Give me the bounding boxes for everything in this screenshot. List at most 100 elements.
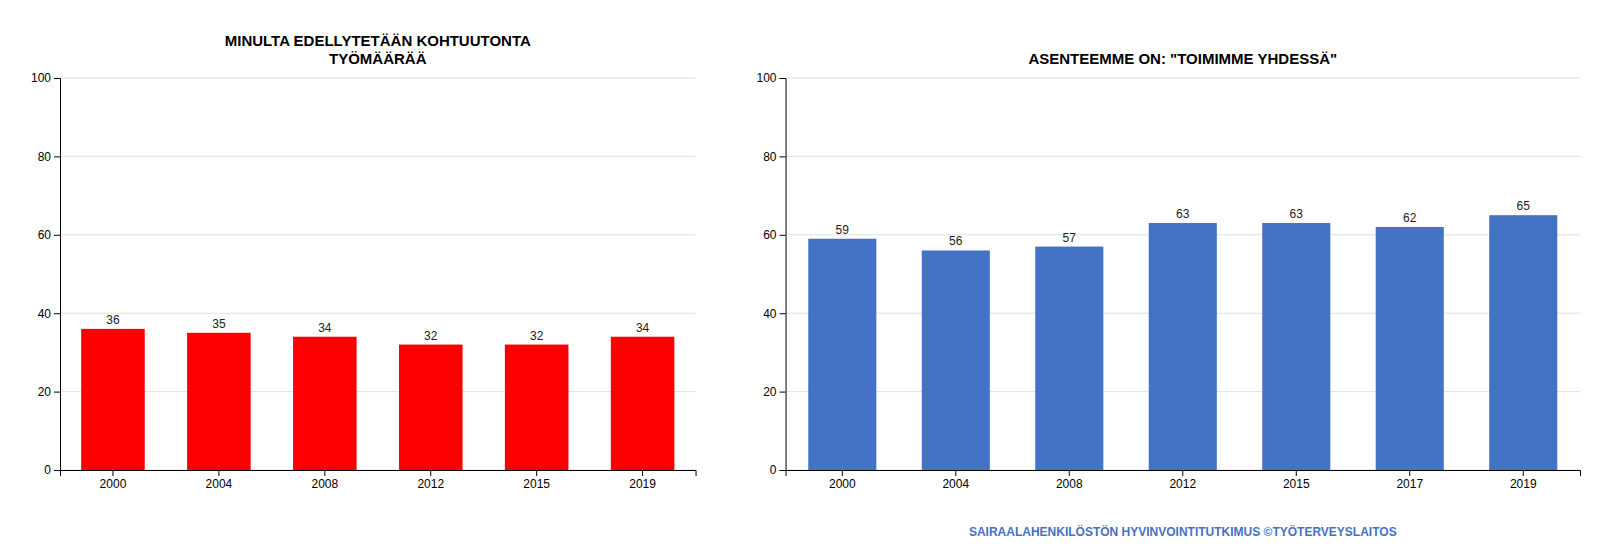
- x-tick: 2015: [1283, 470, 1310, 491]
- y-tick-mark: [54, 470, 60, 471]
- x-tick-mark: [536, 470, 537, 476]
- x-tick: 2000: [100, 470, 127, 491]
- y-axis: 020406080100: [31, 71, 61, 477]
- x-tick: 2008: [1056, 470, 1083, 491]
- y-tick: 100: [31, 71, 60, 85]
- x-tick: 2012: [417, 470, 444, 491]
- data-label: 35: [212, 317, 226, 331]
- grid-line: [60, 391, 696, 392]
- x-tick-label: 2015: [1283, 477, 1310, 491]
- y-tick-label: 40: [38, 307, 52, 321]
- bar: [1262, 223, 1330, 470]
- y-tick-label: 20: [763, 385, 777, 399]
- bar: [293, 337, 357, 470]
- y-tick-label: 0: [770, 463, 777, 477]
- data-label: 34: [318, 321, 332, 335]
- chart: 0 20 40 60 80 100 2000 2004 2008 2012 2015 2017 2019…: [757, 50, 1581, 491]
- chart-title-line: ASENTEEMME ON: "TOIMIMME YHDESSÄ": [1028, 50, 1337, 67]
- chart-title-line: MINULTA EDELLYTETÄÄN KOHTUUTONTA: [225, 32, 531, 49]
- data-labels: 59565763636265: [836, 199, 1531, 248]
- y-tick-mark: [54, 78, 60, 79]
- x-axis-line: [61, 471, 697, 477]
- data-label: 57: [1063, 231, 1077, 245]
- y-tick-mark: [54, 313, 60, 314]
- x-tick-label: 2019: [1510, 477, 1537, 491]
- data-label: 34: [636, 321, 650, 335]
- x-axis: 2000 2004 2008 2012 2015 2019: [61, 470, 697, 491]
- data-label: 32: [530, 329, 544, 343]
- x-tick-label: 2017: [1396, 477, 1423, 491]
- y-tick-mark: [780, 470, 786, 471]
- y-tick-mark: [780, 156, 786, 157]
- x-tick-mark: [1409, 470, 1410, 476]
- y-tick-mark: [780, 235, 786, 236]
- x-tick-label: 2012: [1169, 477, 1196, 491]
- grid-line: [60, 156, 696, 157]
- y-tick-label: 100: [757, 71, 777, 85]
- x-tick-mark: [642, 470, 643, 476]
- y-tick: 80: [763, 150, 785, 164]
- x-tick: 2019: [629, 470, 656, 491]
- x-tick: 2015: [523, 470, 550, 491]
- grid-line: [60, 234, 696, 235]
- y-axis-line: [54, 79, 61, 471]
- x-tick-label: 2004: [942, 477, 969, 491]
- grid: [60, 78, 696, 470]
- data-labels: 363534323234: [106, 313, 649, 343]
- chart-title: MINULTA EDELLYTETÄÄN KOHTUUTONTATYÖMÄÄRÄ…: [225, 32, 531, 67]
- y-tick-mark: [780, 313, 786, 314]
- bar: [399, 345, 463, 470]
- bar: [187, 333, 251, 470]
- bar: [505, 345, 569, 470]
- x-tick: 2012: [1169, 470, 1196, 491]
- y-tick-label: 0: [44, 463, 51, 477]
- grid-line: [786, 78, 1580, 79]
- bar: [611, 337, 675, 470]
- x-tick: 2008: [311, 470, 338, 491]
- y-tick-mark: [54, 235, 60, 236]
- y-tick: 20: [763, 385, 785, 399]
- bars: [808, 215, 1557, 470]
- x-tick-mark: [218, 470, 219, 476]
- x-tick: 2000: [829, 470, 856, 491]
- y-tick: 60: [763, 228, 785, 242]
- x-tick-label: 2000: [829, 477, 856, 491]
- x-tick-mark: [1182, 470, 1183, 476]
- x-tick: 2019: [1510, 470, 1537, 491]
- x-tick-mark: [842, 470, 843, 476]
- x-tick: 2004: [206, 470, 233, 491]
- x-tick-mark: [324, 470, 325, 476]
- grid-line: [786, 156, 1580, 157]
- x-tick-mark: [1296, 470, 1297, 476]
- chart-title: ASENTEEMME ON: "TOIMIMME YHDESSÄ": [1028, 50, 1337, 67]
- footer: SAIRAALAHENKILÖSTÖN HYVINVOINTITUTKIMUS …: [969, 524, 1397, 539]
- y-tick: 60: [38, 228, 60, 242]
- data-label: 63: [1290, 207, 1304, 221]
- bar: [808, 239, 876, 470]
- y-tick-mark: [54, 156, 60, 157]
- figure: 0204060801002000200420082012201520193635…: [0, 0, 1600, 550]
- chart-title-line: TYÖMÄÄRÄÄ: [329, 50, 427, 67]
- x-axis-line: [786, 471, 1580, 477]
- data-label: 59: [836, 223, 850, 237]
- x-tick-label: 2012: [417, 477, 444, 491]
- bars: [81, 329, 674, 470]
- data-label: 65: [1517, 199, 1531, 213]
- y-tick-label: 80: [38, 150, 52, 164]
- y-tick-label: 40: [763, 307, 777, 321]
- y-tick-mark: [780, 78, 786, 79]
- y-tick-label: 80: [763, 150, 777, 164]
- x-tick-mark: [955, 470, 956, 476]
- y-tick: 80: [38, 150, 60, 164]
- x-tick-mark: [112, 470, 113, 476]
- bar: [81, 329, 145, 470]
- grid: [786, 78, 1580, 470]
- y-tick: 40: [763, 307, 785, 321]
- bar: [1035, 247, 1103, 470]
- y-tick: 0: [44, 463, 60, 477]
- bar: [922, 250, 990, 470]
- grid-line: [60, 78, 696, 79]
- y-tick: 0: [770, 463, 786, 477]
- x-tick-mark: [430, 470, 431, 476]
- bar: [1149, 223, 1217, 470]
